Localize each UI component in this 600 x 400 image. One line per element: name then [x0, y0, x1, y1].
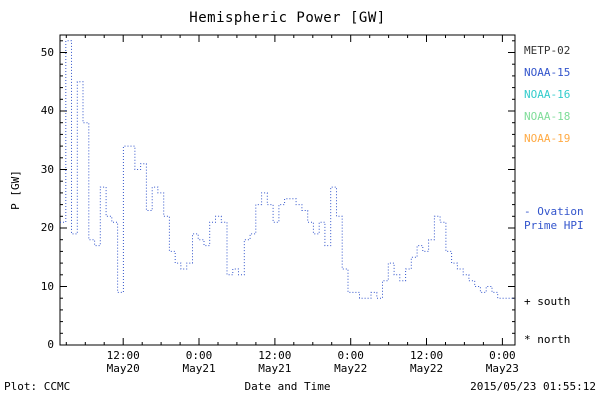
- ovation-prime-hpi-label: - Ovation Prime HPI: [524, 205, 584, 233]
- y-tick-label: 40: [40, 104, 54, 118]
- x-tick-label: 12:00 May21: [258, 349, 292, 375]
- y-tick-label: 30: [40, 162, 54, 176]
- plot-credit: Plot: CCMC: [4, 380, 71, 393]
- ovation-label-line1: - Ovation: [524, 205, 584, 218]
- x-tick-label: 0:00 May22: [334, 349, 368, 375]
- legend-item-metp-02: METP-02: [524, 44, 571, 57]
- x-tick-label: 12:00 May22: [409, 349, 444, 375]
- legend-item-noaa-18: NOAA-18: [524, 110, 571, 123]
- legend-item-noaa-16: NOAA-16: [524, 88, 571, 101]
- plot-frame: [59, 34, 516, 346]
- ovation-label-line2: Prime HPI: [524, 219, 584, 232]
- legend-item-noaa-19: NOAA-19: [524, 132, 571, 145]
- x-tick-label: 12:00 May20: [106, 349, 140, 375]
- x-axis-label: Date and Time: [244, 380, 331, 393]
- y-tick-label: 20: [40, 221, 54, 235]
- chart-title: Hemispheric Power [GW]: [189, 10, 386, 26]
- north-marker-label: * north: [524, 333, 571, 346]
- y-tick-label: 0: [47, 338, 54, 351]
- timestamp: 2015/05/23 01:55:12: [470, 380, 596, 393]
- x-tick-label: 0:00 May23: [485, 349, 519, 375]
- legend-item-noaa-15: NOAA-15: [524, 66, 571, 79]
- x-tick-label: 0:00 May21: [182, 349, 216, 375]
- y-tick-label: 50: [40, 45, 54, 59]
- y-tick-label: 10: [40, 279, 54, 293]
- satellite-legend: METP-02 NOAA-15 NOAA-16 NOAA-18 NOAA-19: [524, 44, 570, 154]
- south-marker-label: + south: [524, 295, 571, 308]
- hpi-step-line: [60, 40, 515, 299]
